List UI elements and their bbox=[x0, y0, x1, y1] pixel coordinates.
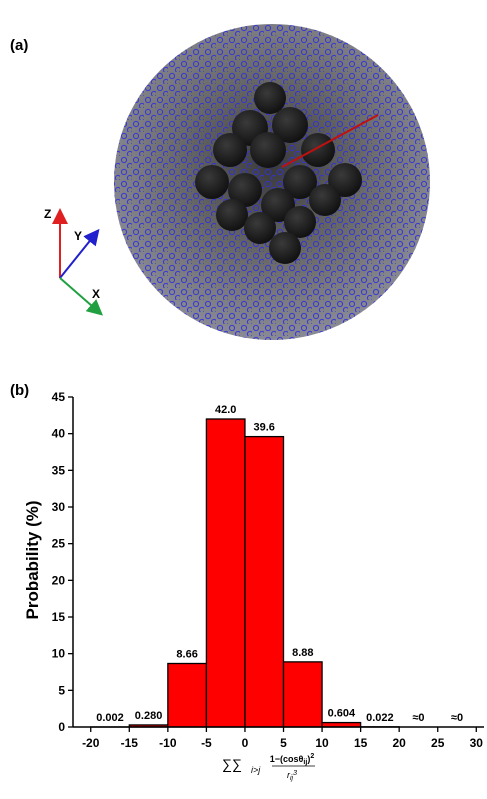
value-label: 39.6 bbox=[254, 422, 275, 434]
x-tick-label: 0 bbox=[242, 736, 249, 750]
y-tick-label: 35 bbox=[52, 463, 66, 477]
sum: ∑∑ bbox=[222, 756, 242, 772]
x-tick-label: 15 bbox=[354, 736, 368, 750]
value-label: 8.88 bbox=[292, 647, 313, 659]
den-sup: 3 bbox=[293, 770, 297, 777]
value-label: 0.280 bbox=[135, 710, 163, 722]
value-label: 8.66 bbox=[176, 648, 197, 660]
x-tick-label: -5 bbox=[201, 736, 212, 750]
x-tick-label: 10 bbox=[315, 736, 329, 750]
value-label: 0.022 bbox=[366, 712, 394, 724]
x-tick-label: -10 bbox=[159, 736, 177, 750]
y-tick-label: 30 bbox=[52, 500, 66, 514]
value-label: ≈0 bbox=[451, 712, 463, 724]
y-tick-label: 45 bbox=[52, 390, 66, 404]
panel-label: (a) bbox=[10, 37, 28, 54]
y-tick-label: 40 bbox=[52, 427, 66, 441]
x-tick-label: 5 bbox=[280, 736, 287, 750]
value-label: 42.0 bbox=[215, 404, 236, 416]
y-tick-label: 0 bbox=[58, 720, 65, 734]
bar bbox=[245, 437, 284, 727]
value-label: 0.604 bbox=[328, 708, 356, 720]
denominator: rij3 bbox=[287, 770, 297, 782]
numerator: 1−(cosθij)2 bbox=[270, 753, 315, 766]
x-axis-label: ∑∑ i>j 1−(cosθij)2 rij3 bbox=[222, 753, 315, 782]
panel-label: (b) bbox=[10, 382, 29, 399]
y-tick-label: 10 bbox=[52, 647, 66, 661]
y-tick-label: 25 bbox=[52, 537, 66, 551]
y-tick-label: 20 bbox=[52, 573, 66, 587]
value-label: 0.002 bbox=[96, 712, 124, 724]
sphere bbox=[114, 24, 430, 340]
num-main: 1−(cosθ bbox=[270, 754, 304, 764]
axis-x: X bbox=[92, 287, 100, 301]
sum-sub: i>j bbox=[251, 765, 261, 775]
x-tick-label: -15 bbox=[121, 736, 139, 750]
y-axis-label: Probability (%) bbox=[23, 500, 42, 619]
axis-y: Y bbox=[74, 229, 82, 243]
bar bbox=[206, 419, 245, 727]
x-tick-label: 30 bbox=[470, 736, 484, 750]
bar bbox=[168, 663, 207, 727]
y-tick-label: 5 bbox=[58, 683, 65, 697]
y-tick-label: 15 bbox=[52, 610, 66, 624]
x-tick-label: -20 bbox=[82, 736, 100, 750]
x-tick-label: 20 bbox=[392, 736, 406, 750]
axis-z: Z bbox=[44, 207, 51, 221]
num-sup: 2 bbox=[310, 753, 314, 760]
plot-area: 0.002 0.280 8.66 42.0 39.6 8.88 0.604 0.022 ≈0 ≈0… bbox=[52, 390, 484, 750]
value-label: ≈0 bbox=[412, 712, 424, 724]
bar bbox=[284, 662, 323, 727]
x-tick-label: 25 bbox=[431, 736, 445, 750]
